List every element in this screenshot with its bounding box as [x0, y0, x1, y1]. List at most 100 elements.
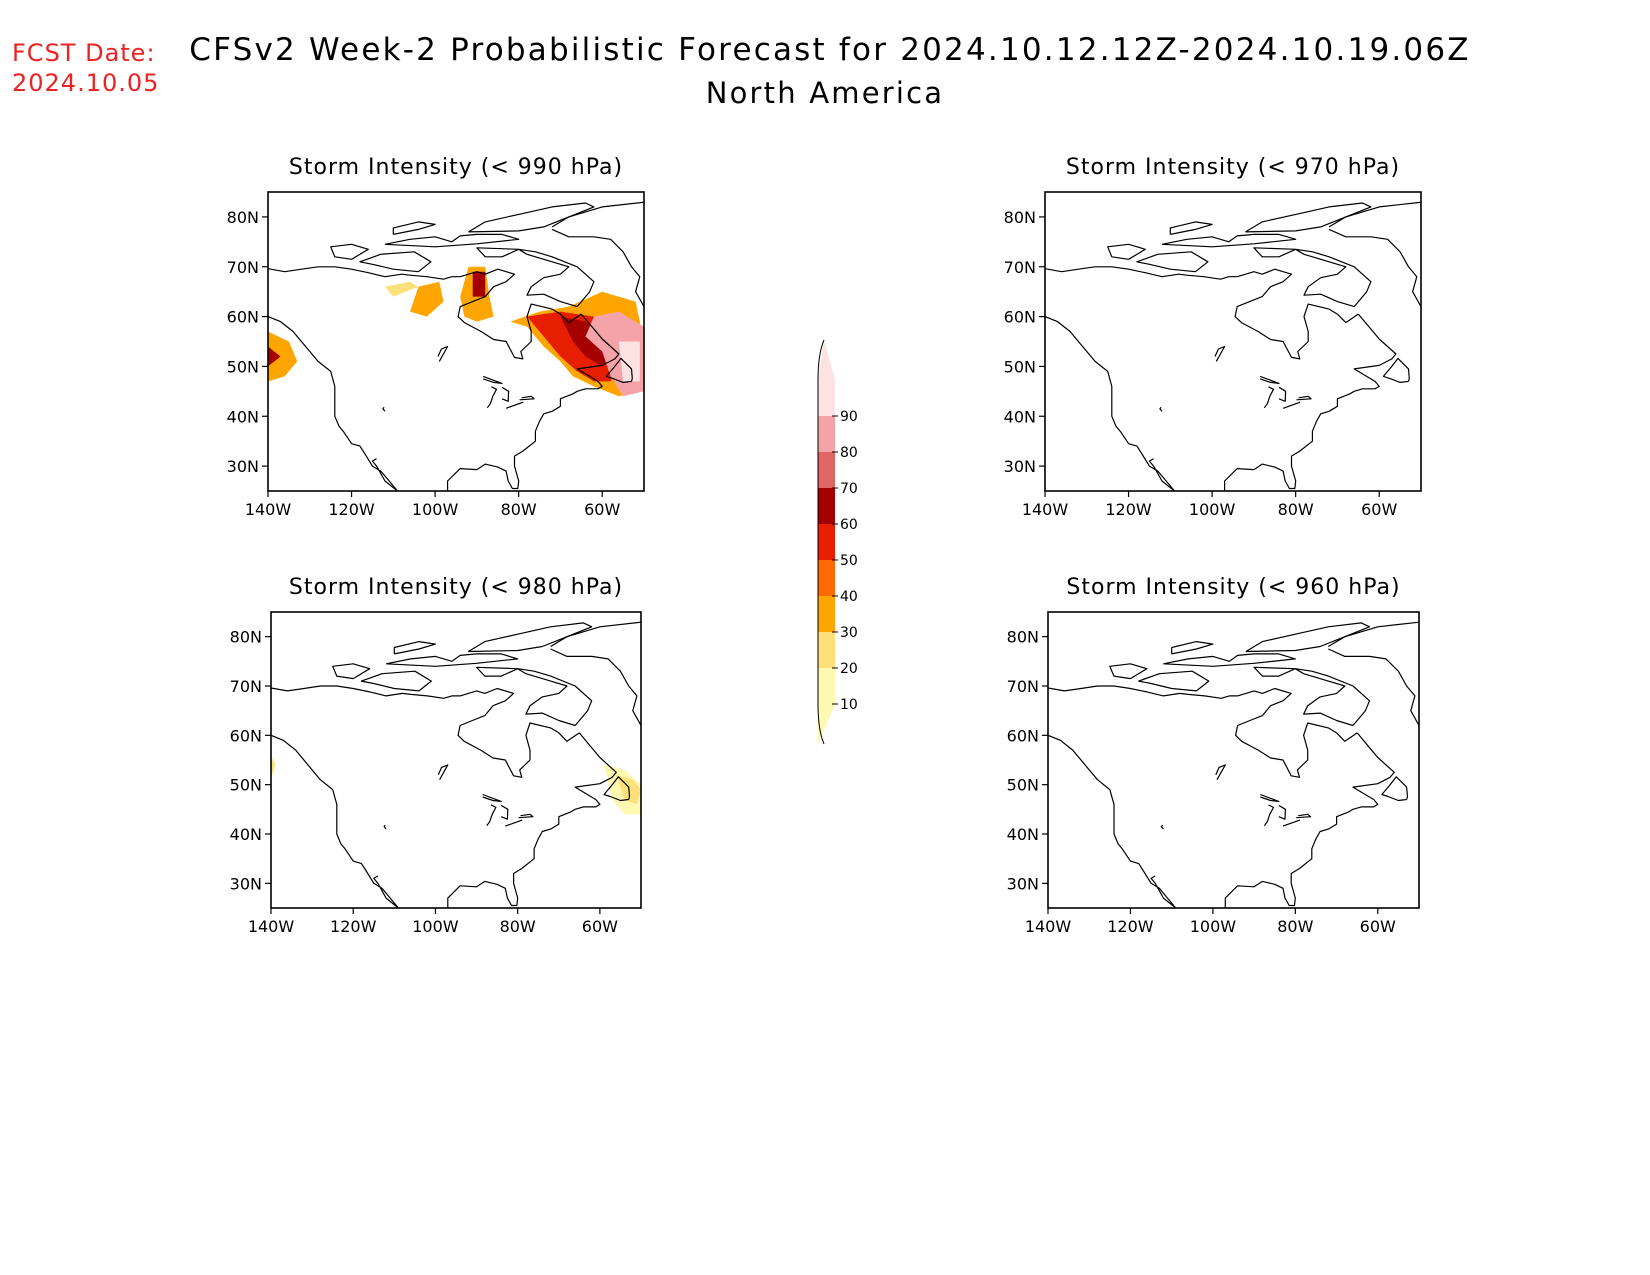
coastline	[385, 653, 519, 667]
coastline	[1278, 804, 1286, 820]
colorbar-label: 50	[840, 553, 858, 569]
map-panel-p980: Storm Intensity (< 980 hPa) 80N 70N 60N 50N 4…	[230, 575, 642, 936]
coastline	[1253, 666, 1296, 677]
colorbar-swatch	[818, 452, 835, 488]
lat-label: 40N	[230, 825, 262, 844]
coastline	[447, 313, 620, 491]
coastline	[1328, 201, 1421, 228]
coastline	[447, 732, 617, 908]
lon-label: 60W	[1360, 917, 1396, 936]
coastline	[271, 734, 399, 908]
coastline	[1294, 668, 1371, 727]
probability-area	[268, 331, 298, 382]
map-frame	[267, 191, 645, 492]
coastline	[383, 824, 387, 830]
colorbar-end-high	[818, 340, 835, 380]
coastline-layer	[268, 201, 644, 491]
coastline	[1048, 685, 1358, 778]
lat-label: 30N	[227, 457, 259, 476]
coastline	[1138, 670, 1210, 692]
coastline	[382, 406, 386, 412]
lon-label: 140W	[248, 917, 295, 936]
map-frame	[1044, 191, 1422, 492]
probability-area	[618, 341, 640, 382]
coastline	[468, 202, 595, 233]
colorbar-label: 10	[840, 697, 858, 713]
coastline	[1282, 819, 1301, 827]
coastline	[550, 648, 641, 727]
coastline	[505, 401, 524, 409]
map-panel-p990: Storm Intensity (< 990 hPa) 80N 70N 60N 50N 4…	[227, 155, 645, 519]
coastline	[1161, 233, 1297, 248]
coastline	[1328, 648, 1419, 727]
colorbar-swatch	[818, 524, 835, 560]
coastline	[384, 233, 520, 248]
coastline	[1215, 764, 1226, 780]
coastline	[1048, 734, 1177, 908]
colorbar-end-high-edge	[817, 339, 825, 381]
coastline	[501, 386, 510, 402]
coastline	[1263, 804, 1275, 826]
coastline	[605, 357, 633, 383]
probability-shading	[268, 266, 644, 397]
coastline	[518, 813, 534, 819]
colorbar-label: 20	[840, 661, 858, 677]
lon-label: 120W	[1105, 500, 1152, 519]
lat-label: 30N	[1004, 457, 1036, 476]
coastline	[1109, 663, 1148, 680]
probability-area	[268, 346, 281, 367]
forecast-date: FCST Date: 2024.10.05	[12, 38, 159, 98]
coastline	[393, 641, 436, 655]
lon-label: 100W	[412, 500, 459, 519]
coastline	[1282, 401, 1301, 409]
lat-label: 30N	[1007, 874, 1039, 893]
lat-label: 40N	[1004, 407, 1036, 426]
map-panel-p960: Storm Intensity (< 960 hPa) 80N 70N 60N 50N 4…	[1007, 575, 1420, 936]
coastline	[1045, 266, 1359, 360]
lon-label: 100W	[412, 917, 459, 936]
probability-area	[472, 271, 486, 297]
colorbar-swatch	[818, 380, 835, 416]
colorbar-swatch	[818, 668, 835, 704]
coastline	[486, 386, 498, 409]
lat-label: 40N	[227, 407, 259, 426]
coastline	[1295, 248, 1372, 308]
coastline	[1296, 813, 1312, 819]
coastline	[482, 375, 503, 384]
lon-label: 140W	[1025, 917, 1072, 936]
lat-label: 80N	[1007, 628, 1039, 647]
lat-label: 60N	[1004, 308, 1036, 327]
coastline	[1107, 243, 1146, 260]
forecast-date-label: FCST Date:	[12, 39, 156, 67]
coastline	[603, 776, 631, 802]
panel-title: Storm Intensity (< 960 hPa)	[1066, 575, 1400, 600]
coastline	[330, 243, 369, 260]
panel-title: Storm Intensity (< 970 hPa)	[1066, 155, 1400, 180]
coastline	[271, 685, 580, 778]
colorbar-swatch	[818, 596, 835, 632]
coastline	[1259, 375, 1280, 384]
forecast-date-value: 2024.10.05	[12, 69, 160, 97]
colorbar-end-low-edge	[817, 703, 825, 745]
coastline	[1163, 653, 1296, 667]
lat-label: 70N	[1004, 258, 1036, 277]
coastline	[1245, 202, 1372, 233]
lat-label: 80N	[227, 208, 259, 227]
coastline	[1224, 313, 1397, 491]
coastline	[551, 228, 644, 308]
coastline	[519, 395, 535, 401]
coastline	[1171, 641, 1214, 655]
coastline	[1224, 732, 1395, 908]
panel-title: Storm Intensity (< 980 hPa)	[289, 575, 623, 600]
lon-label: 80W	[500, 917, 536, 936]
coastline	[268, 266, 582, 360]
panel-title: Storm Intensity (< 990 hPa)	[289, 155, 623, 180]
lon-label: 100W	[1189, 500, 1236, 519]
coastline	[1159, 406, 1163, 412]
map-frame	[1047, 611, 1420, 909]
coastline	[437, 345, 449, 362]
coastline	[486, 804, 497, 826]
map-panel-p970: Storm Intensity (< 970 hPa) 80N 70N 60N 50N 4…	[1004, 155, 1422, 519]
coastline	[1328, 228, 1421, 308]
